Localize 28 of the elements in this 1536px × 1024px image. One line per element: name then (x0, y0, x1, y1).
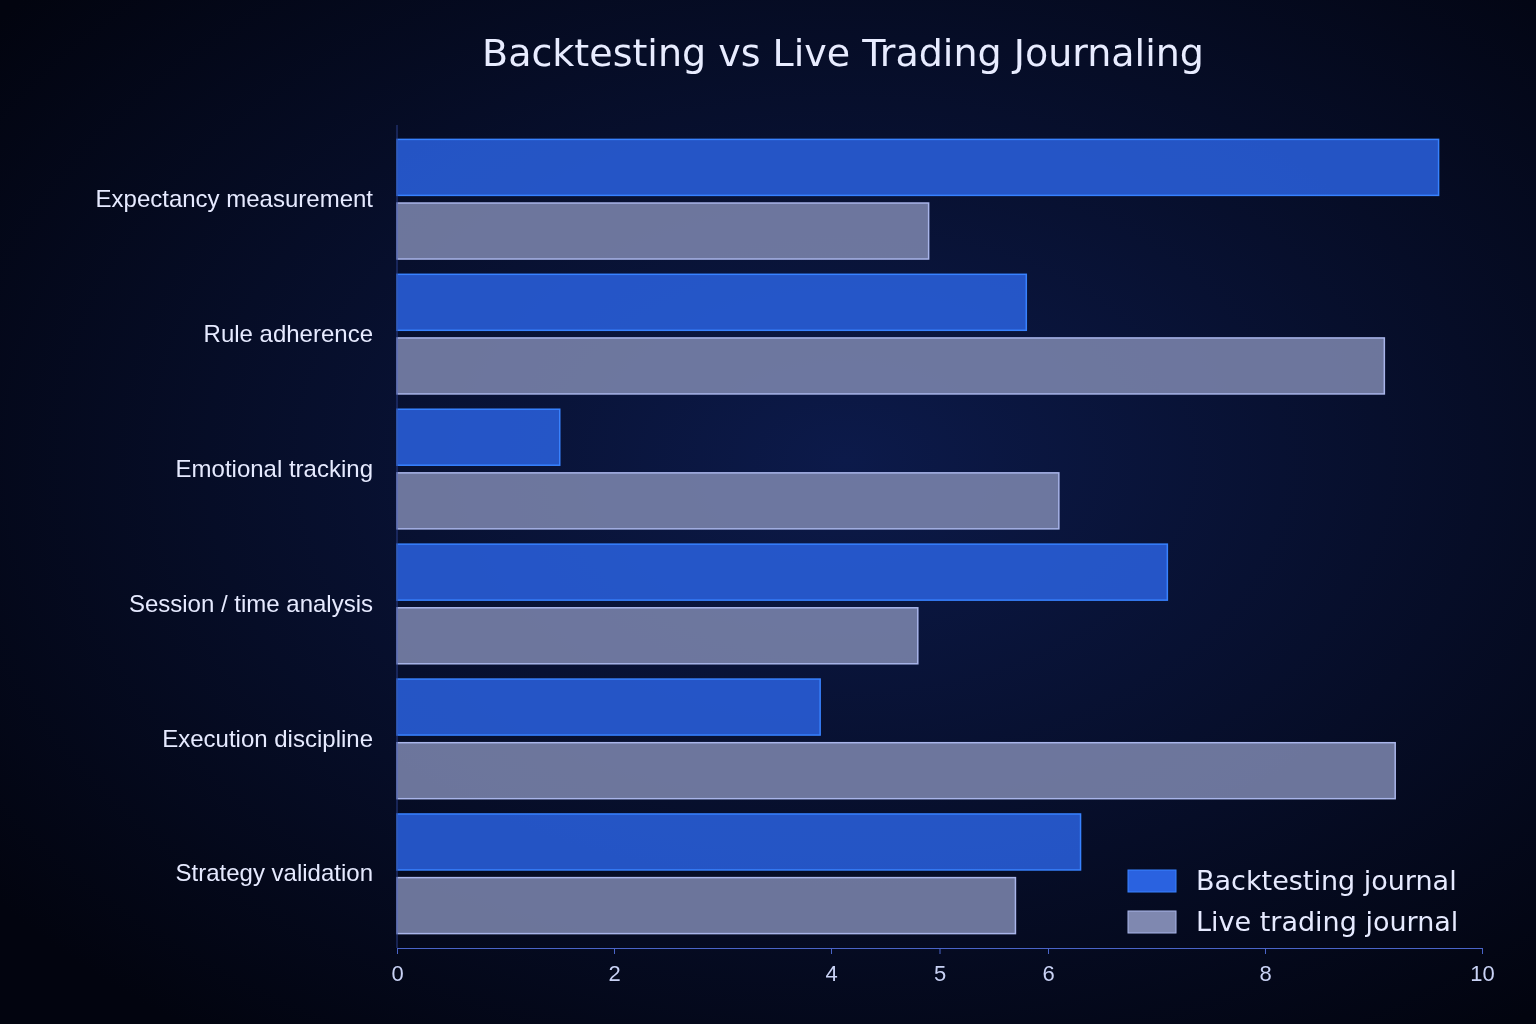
chart-title: Backtesting vs Live Trading Journaling (482, 31, 1204, 75)
bar (396, 678, 821, 736)
bar (396, 813, 1082, 871)
x-tick-label: 4 (825, 961, 838, 987)
bar (396, 607, 919, 665)
bar (396, 472, 1060, 530)
x-tick-label: 8 (1259, 961, 1272, 987)
legend-label: Backtesting journal (1196, 865, 1457, 896)
bar (396, 273, 1028, 332)
x-tick-label: 10 (1470, 961, 1495, 987)
y-tick-label: Strategy validation (175, 859, 373, 887)
bar (396, 337, 1386, 395)
x-tick-label: 0 (391, 961, 404, 987)
y-tick-label: Session / time analysis (128, 589, 373, 617)
y-tick-label: Emotional tracking (175, 454, 373, 482)
y-tick-label: Execution discipline (162, 724, 373, 752)
bar (396, 741, 1396, 800)
x-tick-label: 5 (933, 961, 947, 987)
y-tick-label: Expectancy measurement (95, 184, 374, 212)
bar (396, 543, 1169, 601)
bar (396, 876, 1017, 935)
y-tick-label: Rule adherence (203, 319, 373, 347)
x-tick-label: 6 (1042, 961, 1055, 987)
bar (396, 408, 561, 466)
x-tick-label: 2 (608, 961, 621, 987)
bar (396, 202, 930, 260)
bar (396, 138, 1440, 197)
legend-label: Live trading journal (1196, 906, 1459, 937)
